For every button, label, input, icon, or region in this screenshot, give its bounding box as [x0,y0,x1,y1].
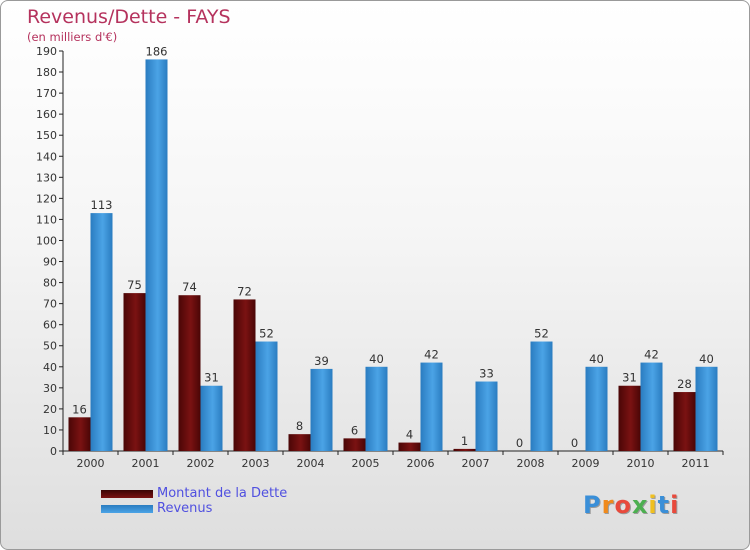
dette-value-label: 75 [127,278,142,292]
dette-bar [398,442,421,451]
legend-label-revenus: Revenus [157,501,213,516]
y-tick-label: 190 [36,45,57,58]
dette-bar [123,293,146,451]
y-tick-label: 50 [43,340,57,353]
legend-swatch-dette [101,490,153,498]
revenus-value-label: 113 [91,198,113,212]
y-tick-label: 70 [43,298,57,311]
revenus-bar [695,366,718,451]
y-tick-label: 80 [43,277,57,290]
y-tick-label: 40 [43,361,57,374]
dette-value-label: 1 [461,434,468,448]
revenus-value-label: 52 [534,327,549,341]
x-tick-label: 2003 [242,457,270,470]
dette-value-label: 0 [516,436,523,450]
x-tick-label: 2004 [297,457,325,470]
y-tick-label: 170 [36,87,57,100]
legend-label-dette: Montant de la Dette [157,486,288,501]
x-tick-label: 2009 [572,457,600,470]
x-tick-label: 2005 [352,457,380,470]
x-tick-label: 2010 [627,457,655,470]
revenus-value-label: 42 [644,348,659,362]
dette-bar [233,299,256,451]
revenus-bar [310,368,333,451]
legend-swatch-revenus [101,505,153,513]
y-tick-label: 120 [36,192,57,205]
revenus-value-label: 42 [424,348,439,362]
dette-bar [453,448,476,451]
dette-value-label: 0 [571,436,578,450]
y-tick-label: 30 [43,382,57,395]
revenus-value-label: 186 [146,44,168,58]
y-tick-label: 150 [36,129,57,142]
chart-title: Revenus/Dette - FAYS [27,6,231,28]
dette-value-label: 6 [351,423,358,437]
y-tick-label: 10 [43,424,57,437]
revenus-value-label: 52 [259,327,274,341]
revenus-bar [640,362,663,451]
dette-bar [68,417,91,451]
revenus-value-label: 31 [204,371,219,385]
dette-value-label: 72 [237,284,252,298]
dette-bar [673,392,696,451]
x-tick-label: 2011 [682,457,710,470]
dette-bar [618,385,641,451]
revenus-value-label: 40 [589,352,604,366]
y-tick-label: 0 [50,445,57,458]
x-tick-label: 2002 [187,457,215,470]
dette-value-label: 16 [72,402,87,416]
y-tick-label: 90 [43,256,57,269]
y-tick-label: 180 [36,66,57,79]
y-tick-label: 20 [43,403,57,416]
proxiti-logo: Proxiti [583,491,680,519]
x-tick-label: 2006 [407,457,435,470]
dette-bar [288,434,311,451]
revenus-bar [145,59,168,451]
dette-bar [178,295,201,451]
y-tick-label: 60 [43,319,57,332]
x-tick-label: 2000 [77,457,105,470]
y-tick-label: 130 [36,171,57,184]
revenus-bar [90,213,113,451]
x-tick-label: 2008 [517,457,545,470]
revenus-bar [475,381,498,451]
revenus-bar [420,362,443,451]
y-tick-label: 100 [36,234,57,247]
y-tick-label: 140 [36,150,57,163]
dette-value-label: 28 [677,377,692,391]
dette-value-label: 4 [406,428,413,442]
dette-value-label: 74 [182,280,197,294]
chart-subtitle: (en milliers d'€) [27,30,118,44]
y-tick-label: 160 [36,108,57,121]
x-tick-label: 2001 [132,457,160,470]
revenus-value-label: 33 [479,367,494,381]
dette-value-label: 8 [296,419,303,433]
revenus-bar [585,366,608,451]
revenus-bar [365,366,388,451]
revenus-value-label: 40 [369,352,384,366]
revenus-bar [200,385,223,451]
dette-bar [343,438,366,451]
revenus-bar [530,341,553,451]
revenus-value-label: 40 [699,352,714,366]
x-tick-label: 2007 [462,457,490,470]
revenus-bar [255,341,278,451]
y-tick-label: 110 [36,213,57,226]
dette-value-label: 31 [622,371,637,385]
revenus-value-label: 39 [314,354,329,368]
